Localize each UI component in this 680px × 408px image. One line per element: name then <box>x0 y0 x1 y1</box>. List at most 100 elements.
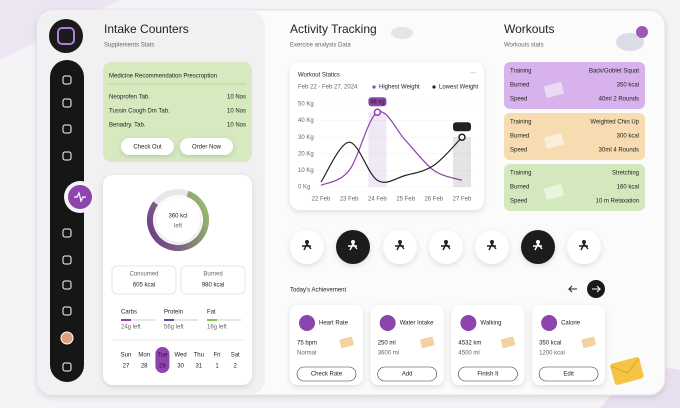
activity-button[interactable] <box>567 230 601 264</box>
calendar-date: 1 <box>215 364 219 370</box>
calendar-day: Thu <box>194 353 204 359</box>
decor-envelope <box>339 336 354 349</box>
button-label: Check Out <box>133 145 162 151</box>
medicine-qty: 10 Nos <box>227 95 246 101</box>
y-tick-label: 30 Kg <box>298 135 314 141</box>
workout-label: Burned <box>510 83 529 89</box>
y-tick-label: 0 Kg <box>298 185 310 191</box>
macro-left: 24g left <box>121 325 141 331</box>
button[interactable] <box>180 138 233 155</box>
sidebar-icon[interactable] <box>62 151 72 161</box>
workout-label: Speed <box>510 97 527 103</box>
workout-card[interactable] <box>504 113 645 160</box>
logo[interactable] <box>49 19 83 53</box>
section-title: Workouts <box>504 22 554 36</box>
decor-envelope <box>543 133 565 149</box>
button-label: Check Rate <box>311 372 343 378</box>
workout-card[interactable] <box>504 62 645 109</box>
sidebar-icon[interactable] <box>62 228 72 238</box>
achievement-note: 1200 kcal <box>539 351 565 357</box>
button-label: Add <box>402 372 413 378</box>
envelope <box>610 357 644 385</box>
workout-label: Speed <box>510 199 527 205</box>
workout-card[interactable] <box>504 164 645 211</box>
sidebar-icon[interactable] <box>62 124 72 134</box>
section-title: Activity Tracking <box>290 22 377 36</box>
chart-card <box>290 62 484 210</box>
ring-progress <box>147 189 209 251</box>
activity-glyph <box>395 243 405 251</box>
decor-envelope <box>500 336 516 349</box>
achievement-icon <box>460 315 477 331</box>
more-menu[interactable]: ··· <box>470 71 476 77</box>
activity-button[interactable] <box>336 230 370 264</box>
button[interactable] <box>121 138 174 155</box>
y-tick-label: 20 Kg <box>298 151 314 157</box>
button-label: Edit <box>563 372 574 378</box>
achievement-value: 250 ml <box>378 341 396 347</box>
calendar-day: Wed <box>174 353 186 359</box>
activity-glyph <box>302 243 312 251</box>
calendar-day: Sat <box>231 353 240 359</box>
activity-button[interactable] <box>429 230 463 264</box>
achievement-button[interactable] <box>377 366 438 382</box>
chart-title: Workout Statics <box>298 73 340 79</box>
workout-value: 40ml 2 Rounds <box>599 97 639 103</box>
annotation-box <box>368 97 387 107</box>
sidebar <box>50 60 84 382</box>
activity-glyph <box>579 243 589 251</box>
macro-bar <box>164 319 174 321</box>
section-title: Today's Achievement <box>290 288 347 294</box>
series-line <box>320 136 463 183</box>
achievement-button[interactable] <box>458 366 518 382</box>
highlight-band <box>368 112 387 187</box>
medicine-name: Tussin Cough Dm Tab. <box>109 109 170 115</box>
activity-glyph <box>441 243 451 251</box>
section-subtitle: Workouts stats <box>504 43 544 49</box>
workout-label: Training <box>510 120 531 126</box>
macro-name: Fat <box>207 310 216 316</box>
workout-value: Stretching <box>612 171 639 177</box>
calorie-label: left <box>174 224 182 230</box>
activity-button[interactable] <box>521 230 555 264</box>
sidebar-icon[interactable] <box>62 75 72 85</box>
macro-name: Protein <box>164 310 183 316</box>
macro-track <box>164 319 198 321</box>
sidebar-icon[interactable] <box>62 362 72 372</box>
workout-value: 300 kcal <box>617 134 639 140</box>
achievement-title: Walking <box>480 321 501 327</box>
sidebar-icon[interactable] <box>62 255 72 265</box>
workout-label: Speed <box>510 148 527 154</box>
decor-envelope <box>543 184 565 200</box>
macro-bar <box>121 319 131 321</box>
activity-button[interactable] <box>383 230 417 264</box>
x-tick-label: 22 Feb <box>312 197 331 203</box>
calendar-date: 27 <box>123 364 130 370</box>
annotation-box <box>453 122 471 132</box>
sidebar-icon[interactable] <box>62 98 72 108</box>
achievement-title: Calorie <box>561 321 581 327</box>
achievement-button[interactable] <box>296 366 357 382</box>
activity-glyph <box>305 240 309 244</box>
workout-label: Burned <box>510 185 529 191</box>
activity-glyph <box>348 243 358 251</box>
activity-button[interactable] <box>475 230 509 264</box>
calorie-value: 360 kcl <box>168 214 187 220</box>
calorie-card <box>103 175 252 385</box>
sidebar-icon[interactable] <box>62 280 72 290</box>
calendar-date: 29 <box>159 364 166 370</box>
sidebar-icon[interactable] <box>62 306 72 316</box>
activity-glyph <box>398 240 402 244</box>
decor-envelope <box>420 336 435 349</box>
calendar-selected[interactable] <box>155 347 170 373</box>
achievement-button[interactable] <box>538 366 599 382</box>
peak-marker <box>458 133 466 141</box>
macro-track <box>207 319 241 321</box>
activity-button[interactable] <box>290 230 324 264</box>
section-subtitle: Exercise analysis Data <box>290 43 351 49</box>
calendar-day: Mon <box>138 353 150 359</box>
avatar[interactable] <box>60 331 74 345</box>
achievement-icon <box>541 315 558 331</box>
workout-label: Training <box>510 171 531 177</box>
